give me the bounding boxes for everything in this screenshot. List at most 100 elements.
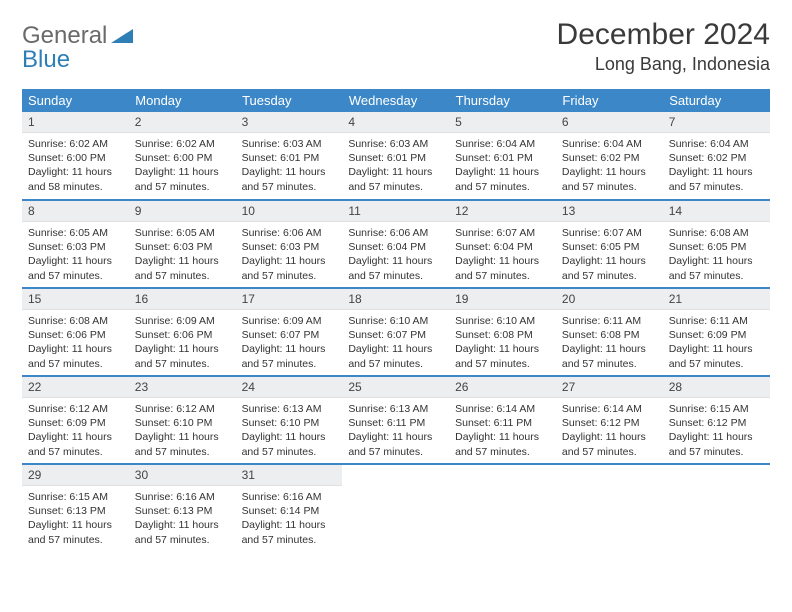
daylight-line: Daylight: 11 hours and 58 minutes.	[28, 166, 112, 192]
sunset-line: Sunset: 6:12 PM	[669, 417, 747, 429]
sunset-line: Sunset: 6:01 PM	[348, 152, 426, 164]
calendar-cell: 3Sunrise: 6:03 AMSunset: 6:01 PMDaylight…	[236, 112, 343, 200]
day-body: Sunrise: 6:04 AMSunset: 6:01 PMDaylight:…	[449, 133, 556, 198]
sunset-line: Sunset: 6:10 PM	[135, 417, 213, 429]
weekday-header: Tuesday	[236, 89, 343, 112]
weekday-header: Saturday	[663, 89, 770, 112]
daylight-line: Daylight: 11 hours and 57 minutes.	[562, 431, 646, 457]
day-body: Sunrise: 6:15 AMSunset: 6:12 PMDaylight:…	[663, 398, 770, 463]
day-body: Sunrise: 6:03 AMSunset: 6:01 PMDaylight:…	[342, 133, 449, 198]
sunset-line: Sunset: 6:07 PM	[348, 329, 426, 341]
day-number: 8	[22, 201, 129, 222]
sunset-line: Sunset: 6:14 PM	[242, 505, 320, 517]
day-number: 15	[22, 289, 129, 310]
title-block: December 2024 Long Bang, Indonesia	[557, 18, 770, 75]
day-body: Sunrise: 6:05 AMSunset: 6:03 PMDaylight:…	[129, 222, 236, 287]
sunrise-line: Sunrise: 6:03 AM	[242, 138, 322, 150]
sunrise-line: Sunrise: 6:15 AM	[669, 403, 749, 415]
calendar-row: 15 Sunrise: 6:08 AM Sunset: 6:06 PM Dayligh…	[22, 288, 770, 376]
calendar-cell: 31Sunrise: 6:16 AMSunset: 6:14 PMDayligh…	[236, 464, 343, 552]
daylight-line: Daylight: 11 hours and 57 minutes.	[348, 166, 432, 192]
calendar-cell: 18Sunrise: 6:10 AMSunset: 6:07 PMDayligh…	[342, 288, 449, 376]
weekday-header: Thursday	[449, 89, 556, 112]
calendar-cell: 28Sunrise: 6:15 AMSunset: 6:12 PMDayligh…	[663, 376, 770, 464]
triangle-icon	[111, 29, 133, 43]
calendar-cell: 6Sunrise: 6:04 AMSunset: 6:02 PMDaylight…	[556, 112, 663, 200]
sunrise-line: Sunrise: 6:05 AM	[135, 227, 215, 239]
calendar-cell: 8Sunrise: 6:05 AMSunset: 6:03 PMDaylight…	[22, 200, 129, 288]
daylight-line: Daylight: 11 hours and 57 minutes.	[348, 255, 432, 281]
daylight-line: Daylight: 11 hours and 57 minutes.	[135, 519, 219, 545]
day-number: 6	[556, 112, 663, 133]
day-body: Sunrise: 6:07 AMSunset: 6:04 PMDaylight:…	[449, 222, 556, 287]
day-body: Sunrise: 6:02 AMSunset: 6:00 PMDaylight:…	[129, 133, 236, 198]
calendar-cell: 4Sunrise: 6:03 AMSunset: 6:01 PMDaylight…	[342, 112, 449, 200]
sunrise-line: Sunrise: 6:15 AM	[28, 491, 108, 503]
sunrise-line: Sunrise: 6:08 AM	[28, 315, 108, 327]
sunrise-line: Sunrise: 6:09 AM	[135, 315, 215, 327]
sunset-line: Sunset: 6:08 PM	[455, 329, 533, 341]
day-number: 19	[449, 289, 556, 310]
sunrise-line: Sunrise: 6:16 AM	[242, 491, 322, 503]
day-body: Sunrise: 6:03 AMSunset: 6:01 PMDaylight:…	[236, 133, 343, 198]
sunrise-line: Sunrise: 6:06 AM	[348, 227, 428, 239]
brand-logo: General Blue	[22, 18, 133, 72]
day-number: 31	[236, 465, 343, 486]
sunset-line: Sunset: 6:01 PM	[455, 152, 533, 164]
calendar-cell: 11Sunrise: 6:06 AMSunset: 6:04 PMDayligh…	[342, 200, 449, 288]
daylight-line: Daylight: 11 hours and 57 minutes.	[348, 343, 432, 369]
daylight-line: Daylight: 11 hours and 57 minutes.	[135, 431, 219, 457]
sunset-line: Sunset: 6:11 PM	[348, 417, 425, 429]
sunset-line: Sunset: 6:11 PM	[455, 417, 532, 429]
sunset-line: Sunset: 6:03 PM	[135, 241, 213, 253]
calendar-cell: 1Sunrise: 6:02 AMSunset: 6:00 PMDaylight…	[22, 112, 129, 200]
daylight-line: Daylight: 11 hours and 57 minutes.	[28, 255, 112, 281]
daylight-line: Daylight: 11 hours and 57 minutes.	[562, 166, 646, 192]
day-number: 30	[129, 465, 236, 486]
day-body: Sunrise: 6:02 AMSunset: 6:00 PMDaylight:…	[22, 133, 129, 198]
day-body: Sunrise: 6:11 AMSunset: 6:09 PMDaylight:…	[663, 310, 770, 375]
sunrise-line: Sunrise: 6:10 AM	[348, 315, 428, 327]
day-number: 27	[556, 377, 663, 398]
calendar-cell: 22Sunrise: 6:12 AMSunset: 6:09 PMDayligh…	[22, 376, 129, 464]
day-body: Sunrise: 6:15 AMSunset: 6:13 PMDaylight:…	[22, 486, 129, 551]
day-body: Sunrise: 6:08 AMSunset: 6:05 PMDaylight:…	[663, 222, 770, 287]
calendar-cell: 17Sunrise: 6:09 AMSunset: 6:07 PMDayligh…	[236, 288, 343, 376]
day-body: Sunrise: 6:13 AMSunset: 6:11 PMDaylight:…	[342, 398, 449, 463]
day-body: Sunrise: 6:16 AMSunset: 6:13 PMDaylight:…	[129, 486, 236, 551]
day-number: 28	[663, 377, 770, 398]
header-bar: General Blue December 2024 Long Bang, In…	[22, 18, 770, 75]
brand-text: General Blue	[22, 24, 133, 72]
day-body: Sunrise: 6:09 AMSunset: 6:06 PMDaylight:…	[129, 310, 236, 375]
sunset-line: Sunset: 6:06 PM	[135, 329, 213, 341]
sunrise-line: Sunrise: 6:12 AM	[135, 403, 215, 415]
day-number: 2	[129, 112, 236, 133]
day-number: 23	[129, 377, 236, 398]
sunset-line: Sunset: 6:03 PM	[242, 241, 320, 253]
daylight-line: Daylight: 11 hours and 57 minutes.	[28, 343, 112, 369]
day-body: Sunrise: 6:06 AM Sunset: 6:03 PM Daylight:…	[236, 222, 343, 287]
weekday-row: SundayMondayTuesdayWednesdayThursdayFrid…	[22, 89, 770, 112]
calendar-table: SundayMondayTuesdayWednesdayThursdayFrid…	[22, 89, 770, 552]
calendar-cell: 12Sunrise: 6:07 AMSunset: 6:04 PMDayligh…	[449, 200, 556, 288]
day-number: 7	[663, 112, 770, 133]
sunset-line: Sunset: 6:09 PM	[669, 329, 747, 341]
day-body: Sunrise: 6:07 AMSunset: 6:05 PMDaylight:…	[556, 222, 663, 287]
day-body: Sunrise: 6:12 AMSunset: 6:09 PMDaylight:…	[22, 398, 129, 463]
daylight-line: Daylight: 11 hours and 57 minutes.	[242, 255, 326, 281]
calendar-cell: 26Sunrise: 6:14 AMSunset: 6:11 PMDayligh…	[449, 376, 556, 464]
day-number: 26	[449, 377, 556, 398]
daylight-line: Daylight: 11 hours and 57 minutes.	[242, 431, 326, 457]
sunrise-line: Sunrise: 6:13 AM	[348, 403, 428, 415]
calendar-cell: 2Sunrise: 6:02 AMSunset: 6:00 PMDaylight…	[129, 112, 236, 200]
calendar-cell: 10Sunrise: 6:06 AMSunset: 6:03 PMDayligh…	[236, 200, 343, 288]
sunrise-line: Sunrise: 6:06 AM	[242, 227, 322, 239]
sunset-line: Sunset: 6:09 PM	[28, 417, 106, 429]
day-number: 22	[22, 377, 129, 398]
sunset-line: Sunset: 6:08 PM	[562, 329, 640, 341]
sunrise-line: Sunrise: 6:04 AM	[562, 138, 642, 150]
weekday-header: Monday	[129, 89, 236, 112]
sunrise-line: Sunrise: 6:07 AM	[562, 227, 642, 239]
day-number: 13	[556, 201, 663, 222]
daylight-line: Daylight: 11 hours and 57 minutes.	[669, 255, 753, 281]
